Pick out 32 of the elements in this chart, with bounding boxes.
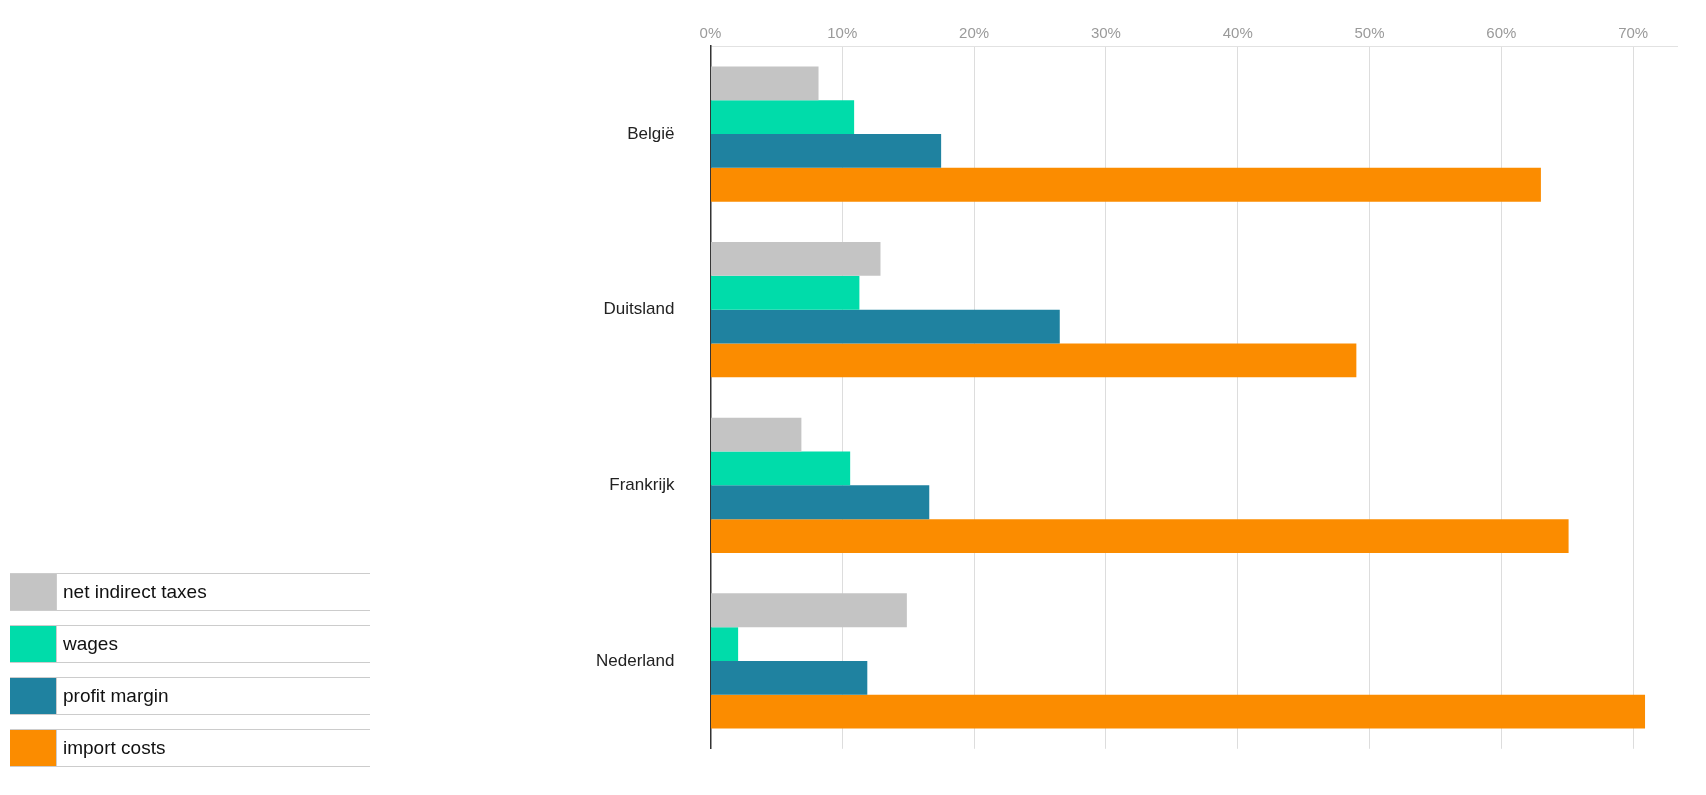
bar (710, 343, 1357, 378)
bar (710, 275, 860, 310)
bar (710, 66, 819, 101)
legend-label: profit margin (63, 685, 169, 707)
bar (710, 451, 851, 486)
y-tick-label: Duitsland (603, 299, 675, 319)
bar (710, 694, 1646, 729)
bar (710, 134, 942, 168)
x-tick-label: 50% (1354, 24, 1385, 42)
y-tick-label: Frankrijk (609, 475, 675, 495)
x-tick-label: 70% (1618, 24, 1649, 42)
y-tick-label: België (627, 123, 675, 143)
bar (710, 417, 802, 452)
x-tick-label: 10% (827, 24, 858, 42)
x-tick-label: 60% (1486, 24, 1517, 42)
bar (710, 627, 739, 661)
bar (710, 242, 881, 276)
legend-label: wages (63, 633, 118, 655)
legend-label: net indirect taxes (63, 581, 207, 603)
x-tick-label: 40% (1222, 24, 1253, 42)
bar (710, 167, 1541, 202)
bar (710, 660, 868, 695)
bar (710, 100, 855, 135)
x-tick-label: 30% (1090, 24, 1121, 42)
y-tick-label: Nederland (595, 650, 675, 670)
x-tick-label: 20% (959, 24, 990, 42)
bar (710, 309, 1060, 344)
bar (710, 519, 1569, 553)
bar (710, 593, 907, 628)
x-tick-label: 0% (699, 24, 722, 42)
legend-label: import costs (63, 737, 166, 759)
bar (710, 485, 930, 520)
